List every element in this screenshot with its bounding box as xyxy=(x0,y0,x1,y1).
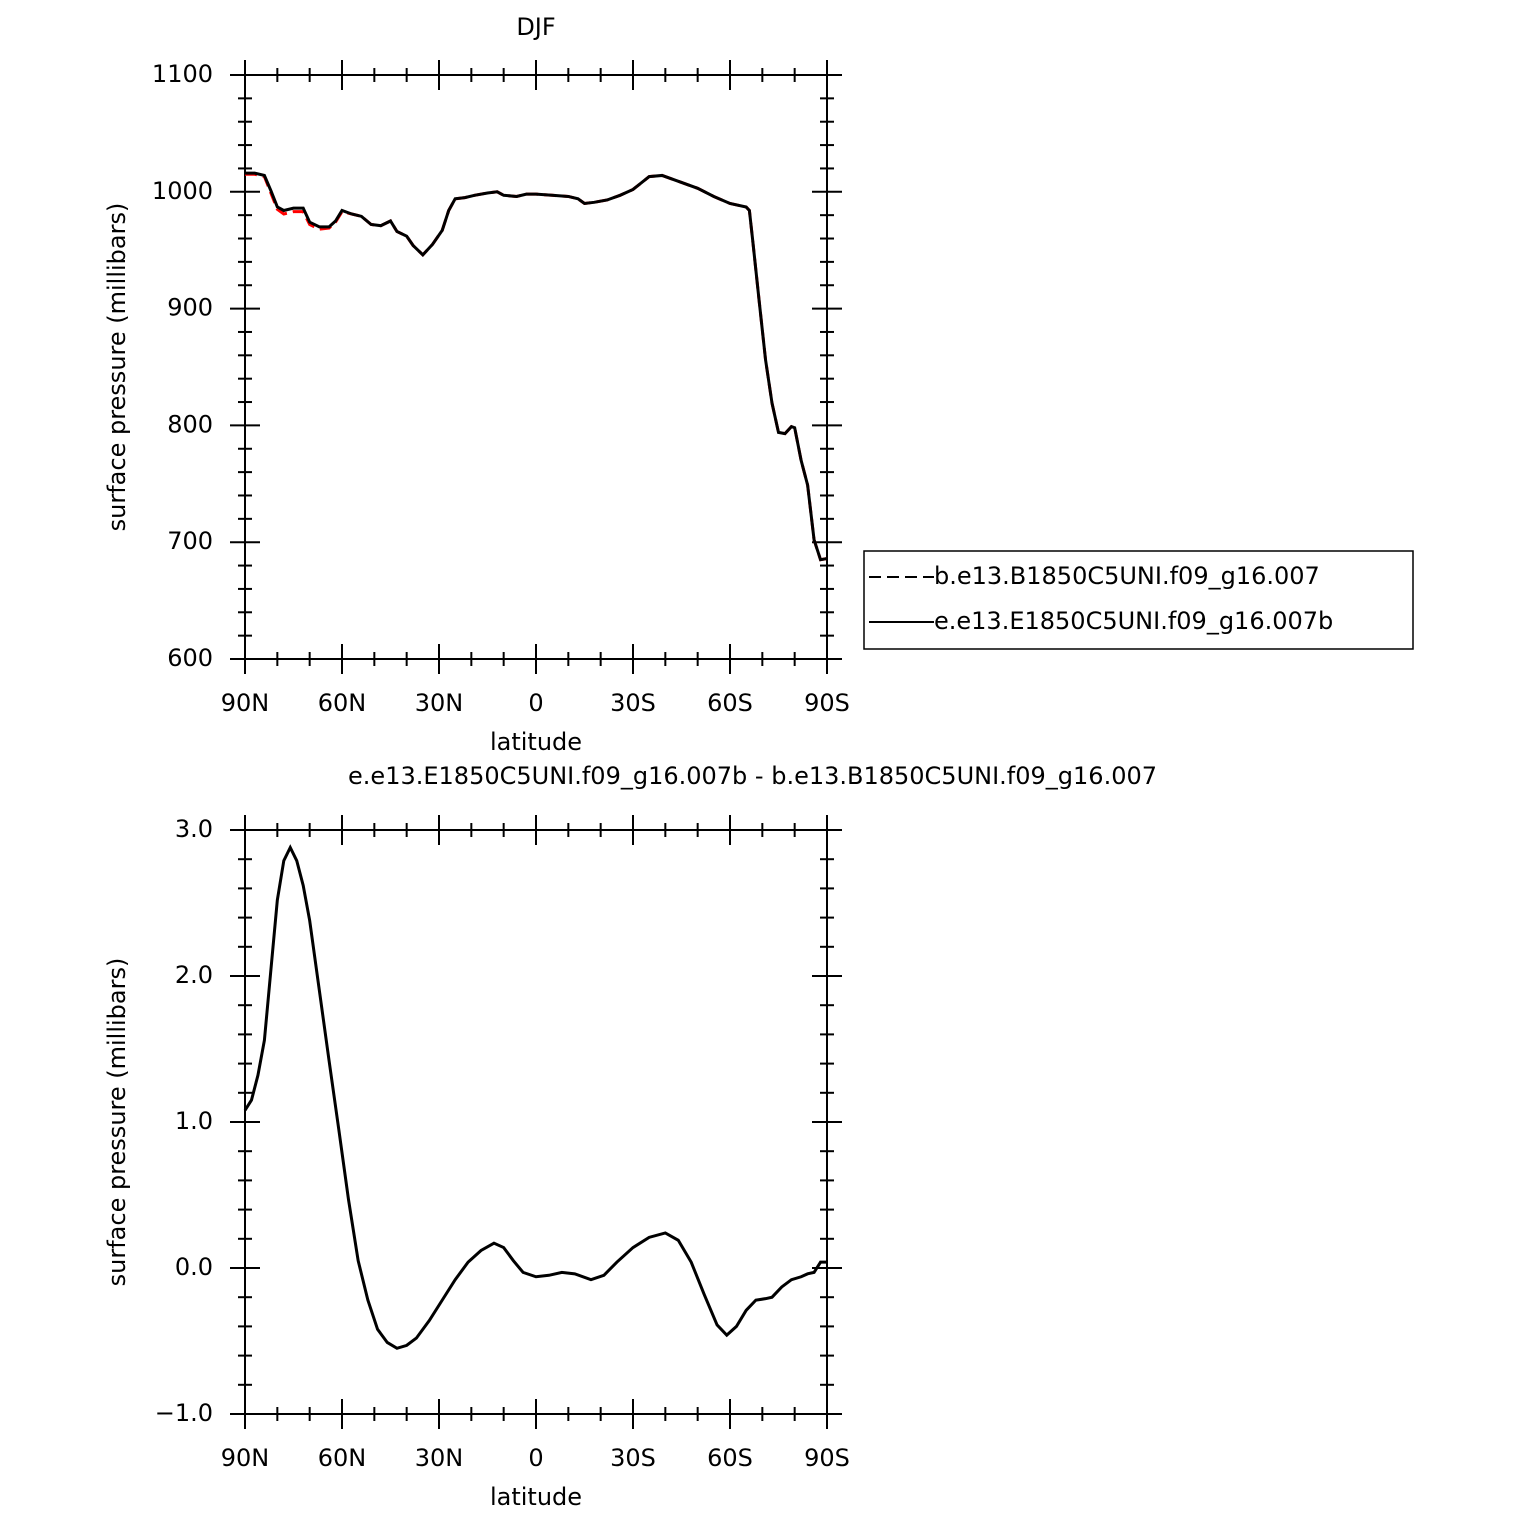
plot-frame xyxy=(244,74,828,660)
x-tick-label: 60N xyxy=(318,689,367,717)
x-tick-label: 90N xyxy=(221,689,270,717)
y-tick-label: 800 xyxy=(167,410,213,438)
x-tick-label: 60S xyxy=(707,1444,753,1472)
x-tick-label: 60S xyxy=(707,689,753,717)
y-axis-label: surface pressure (millibars) xyxy=(103,203,131,532)
plot-frame xyxy=(244,829,828,1415)
y-tick-label: 700 xyxy=(167,527,213,555)
y-tick-label: 1100 xyxy=(152,60,213,88)
x-tick-label: 30N xyxy=(415,1444,464,1472)
y-tick-label: 600 xyxy=(167,644,213,672)
legend-label: e.e13.E1850C5UNI.f09_g16.007b xyxy=(934,607,1333,635)
chart-title: e.e13.E1850C5UNI.f09_g16.007b - b.e13.B1… xyxy=(348,762,1157,790)
panel: e.e13.E1850C5UNI.f09_g16.007b - b.e13.B1… xyxy=(103,762,1157,1511)
y-tick-label: 3.0 xyxy=(175,815,213,843)
x-tick-label: 0 xyxy=(528,1444,543,1472)
x-tick-label: 0 xyxy=(528,689,543,717)
x-tick-label: 30S xyxy=(610,689,656,717)
x-axis-label: latitude xyxy=(490,728,582,756)
data-line xyxy=(245,171,828,562)
y-tick-label: 1.0 xyxy=(175,1107,213,1135)
y-tick-label: −1.0 xyxy=(155,1399,213,1427)
data-line xyxy=(243,844,827,1350)
y-tick-label: 900 xyxy=(167,294,213,322)
x-tick-label: 90S xyxy=(804,1444,850,1472)
legend-box xyxy=(863,550,1414,650)
panel: DJF latitude surface pressure (millibars) 6… xyxy=(103,13,1414,756)
x-tick-label: 90N xyxy=(221,1444,270,1472)
x-axis-label: latitude xyxy=(490,1483,582,1511)
x-tick-label: 30N xyxy=(415,689,464,717)
chart-title: DJF xyxy=(516,13,555,41)
y-tick-label: 1000 xyxy=(152,177,213,205)
legend-label: b.e13.B1850C5UNI.f09_g16.007 xyxy=(934,562,1320,590)
x-tick-label: 60N xyxy=(318,1444,367,1472)
y-tick-label: 2.0 xyxy=(175,961,213,989)
x-tick-label: 30S xyxy=(610,1444,656,1472)
x-tick-label: 90S xyxy=(804,689,850,717)
y-axis-label: surface pressure (millibars) xyxy=(103,958,131,1287)
y-tick-label: 0.0 xyxy=(175,1253,213,1281)
